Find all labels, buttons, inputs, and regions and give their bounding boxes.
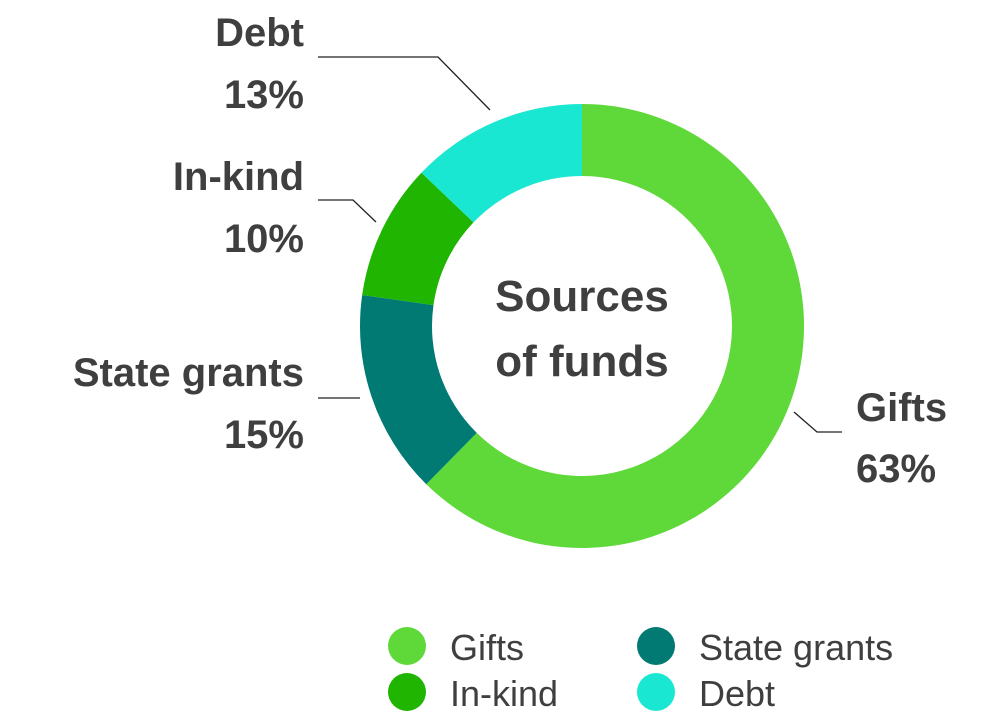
legend: Gifts State grants In-kind Debt [388, 627, 893, 713]
slices-layer [360, 104, 804, 548]
callout-debt: Debt 13% [215, 11, 491, 117]
slice-debt [421, 104, 582, 223]
callout-in-kind-value: 10% [224, 217, 304, 261]
legend-item-gifts: Gifts [388, 627, 524, 668]
legend-swatch-gifts [388, 627, 426, 665]
legend-label-state-grants: State grants [699, 627, 893, 668]
callout-state-grants-value: 15% [224, 413, 304, 457]
callout-in-kind: In-kind 10% [173, 155, 377, 261]
callout-gifts-value: 63% [856, 447, 936, 491]
legend-swatch-state-grants [637, 627, 675, 665]
legend-item-in-kind: In-kind [388, 673, 558, 713]
leader-line-gifts [793, 411, 842, 433]
callout-state-grants-name: State grants [73, 351, 304, 395]
legend-swatch-debt [637, 673, 675, 711]
callout-debt-name: Debt [215, 11, 304, 55]
center-title: Sources of funds [495, 272, 669, 386]
legend-swatch-in-kind [388, 673, 426, 711]
callout-state-grants: State grants 15% [73, 351, 360, 457]
callout-gifts: Gifts 63% [793, 386, 947, 491]
center-title-line-2: of funds [495, 337, 669, 386]
legend-item-state-grants: State grants [637, 627, 893, 668]
legend-label-in-kind: In-kind [450, 673, 558, 713]
legend-item-debt: Debt [637, 673, 775, 713]
callout-gifts-name: Gifts [856, 386, 947, 430]
callout-debt-value: 13% [224, 73, 304, 117]
legend-label-gifts: Gifts [450, 627, 524, 668]
slice-state-grants [360, 295, 477, 485]
center-title-line-1: Sources [495, 272, 669, 321]
slice-in-kind [362, 172, 474, 306]
slice-gifts [426, 104, 804, 548]
callout-in-kind-name: In-kind [173, 155, 304, 199]
legend-label-debt: Debt [699, 673, 775, 713]
leader-line-debt [318, 56, 491, 111]
leader-line-in-kind [318, 199, 377, 223]
